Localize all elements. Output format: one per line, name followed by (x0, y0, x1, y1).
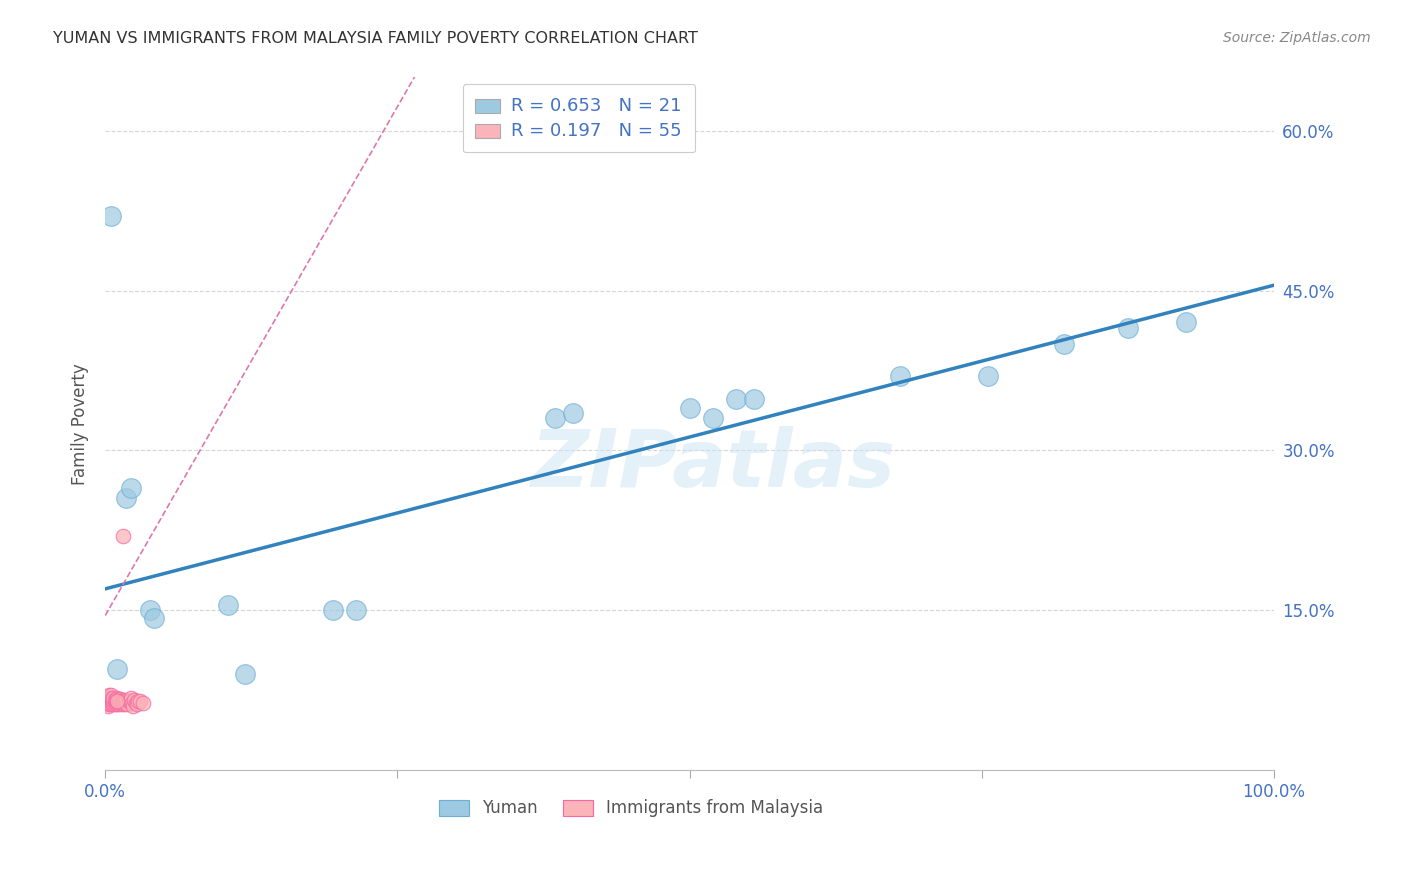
Point (117, 697, 139, 711)
Point (96, 692, 118, 706)
Point (742, 392, 765, 407)
Point (702, 411, 724, 425)
Point (105, 697, 128, 711)
Point (105, 662, 128, 676)
Point (112, 697, 135, 711)
Point (115, 491, 138, 506)
Point (97, 697, 120, 711)
Point (114, 696, 136, 710)
Point (1052, 336, 1074, 351)
Point (100, 696, 122, 710)
Point (110, 696, 132, 710)
Point (561, 406, 583, 420)
Point (117, 694, 139, 708)
Point (889, 368, 911, 383)
Point (976, 368, 998, 383)
Point (120, 481, 142, 495)
Point (1175, 316, 1198, 330)
Text: Source: ZipAtlas.com: Source: ZipAtlas.com (1223, 31, 1371, 45)
Point (127, 694, 149, 708)
Text: ZIPatlas: ZIPatlas (530, 426, 896, 504)
Point (112, 694, 135, 708)
Point (124, 692, 146, 706)
Point (131, 696, 153, 710)
Point (103, 697, 125, 711)
Point (100, 209, 122, 223)
Text: YUMAN VS IMMIGRANTS FROM MALAYSIA FAMILY POVERTY CORRELATION CHART: YUMAN VS IMMIGRANTS FROM MALAYSIA FAMILY… (53, 31, 699, 46)
Point (114, 692, 136, 706)
Point (725, 392, 748, 407)
Point (98, 697, 121, 711)
Point (96, 696, 118, 710)
Point (108, 697, 131, 711)
Point (111, 692, 134, 706)
Point (121, 696, 143, 710)
Point (125, 697, 148, 711)
Point (108, 692, 131, 706)
Point (143, 610, 166, 624)
Point (111, 696, 134, 710)
Point (1116, 321, 1139, 335)
Point (103, 692, 125, 706)
Point (107, 696, 129, 710)
Point (217, 598, 239, 612)
Point (97, 689, 120, 703)
Legend: Yuman, Immigrants from Malaysia: Yuman, Immigrants from Malaysia (432, 793, 830, 824)
Point (110, 697, 132, 711)
Point (103, 697, 125, 711)
Point (100, 692, 122, 706)
Point (105, 694, 128, 708)
Point (94, 694, 117, 708)
Point (101, 690, 124, 705)
Point (96, 690, 118, 705)
Point (107, 691, 129, 706)
Point (235, 667, 257, 681)
Point (544, 411, 567, 425)
Point (101, 692, 124, 706)
Point (103, 690, 125, 705)
Point (100, 689, 122, 703)
Point (678, 401, 700, 415)
Point (103, 694, 125, 708)
Point (115, 694, 138, 708)
Point (105, 694, 128, 708)
Point (118, 694, 141, 708)
Point (120, 690, 142, 705)
Point (322, 603, 344, 617)
Point (104, 691, 127, 706)
Point (97, 694, 120, 708)
Point (122, 699, 145, 714)
Point (105, 690, 128, 705)
Point (138, 603, 160, 617)
Y-axis label: Family Poverty: Family Poverty (72, 363, 89, 484)
Point (104, 696, 127, 710)
Point (110, 691, 132, 706)
Point (101, 696, 124, 710)
Point (110, 694, 132, 708)
Point (96, 699, 118, 714)
Point (124, 696, 146, 710)
Point (111, 528, 134, 542)
Point (129, 694, 152, 708)
Point (346, 603, 368, 617)
Point (98, 691, 121, 706)
